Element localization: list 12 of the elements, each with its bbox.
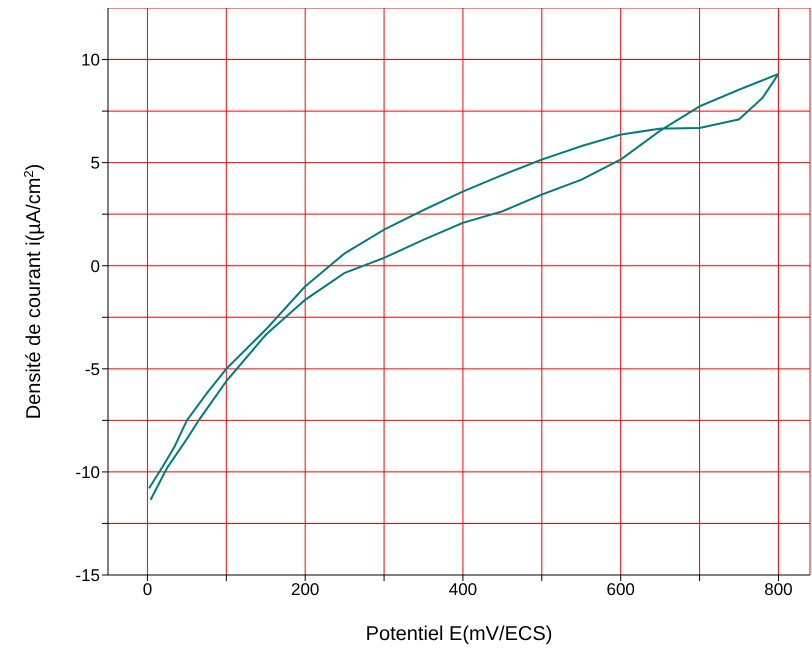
x-axis-title: Potentiel E(mV/ECS) [366,623,552,645]
x-tick-label: 400 [448,580,478,600]
x-tick-label: 600 [606,580,635,600]
y-tick-label: -5 [84,360,100,379]
x-tick-label: 0 [142,580,152,600]
y-tick-label: 5 [90,154,100,173]
x-tick-label: 200 [291,580,320,600]
y-tick-label: 10 [81,50,100,70]
y-tick-label: 0 [90,256,100,276]
y-tick-label: -15 [75,566,100,586]
y-tick-label: -10 [75,462,100,482]
x-tick-label: 800 [764,580,793,600]
